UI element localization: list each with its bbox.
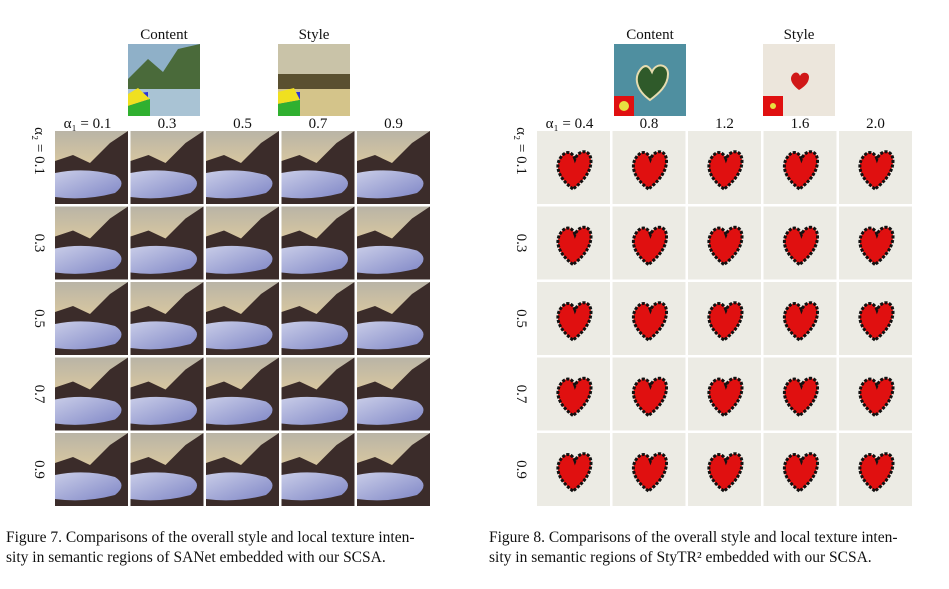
column-label: 0.8 bbox=[640, 116, 659, 132]
caption-line: Figure 7. Comparisons of the overall sty… bbox=[6, 529, 415, 546]
result-image bbox=[762, 129, 838, 206]
column-label: 0.3 bbox=[158, 116, 177, 132]
result-image bbox=[281, 282, 355, 355]
result-image bbox=[686, 129, 763, 206]
result-image bbox=[55, 433, 128, 506]
row-label: 0.3 bbox=[513, 234, 529, 253]
result-image bbox=[281, 131, 355, 204]
result-image bbox=[55, 206, 128, 280]
content-label: Content bbox=[140, 27, 188, 43]
result-image bbox=[535, 356, 612, 432]
result-image bbox=[535, 205, 612, 281]
column-label: 0.7 bbox=[309, 116, 328, 132]
result-image bbox=[837, 129, 914, 206]
result-image bbox=[762, 280, 838, 357]
result-image bbox=[837, 280, 914, 357]
result-image bbox=[762, 356, 838, 432]
style-label: Style bbox=[784, 27, 815, 43]
result-image bbox=[686, 205, 763, 281]
row-label: 0.3 bbox=[31, 234, 47, 253]
content-image bbox=[128, 44, 200, 116]
result-image bbox=[130, 357, 204, 431]
column-label: 1.2 bbox=[715, 116, 734, 132]
result-image bbox=[357, 282, 430, 355]
result-image bbox=[206, 357, 279, 431]
column-label: 1.6 bbox=[791, 116, 810, 132]
result-image bbox=[206, 282, 279, 355]
row-label: 0.7 bbox=[31, 385, 47, 404]
result-image bbox=[762, 431, 838, 508]
result-image bbox=[281, 206, 355, 280]
caption-line: sity in semantic regions of SANet embedd… bbox=[6, 549, 386, 566]
result-image bbox=[535, 431, 612, 508]
style-label: Style bbox=[299, 27, 330, 43]
result-image bbox=[281, 357, 355, 431]
result-image bbox=[535, 280, 612, 357]
result-image bbox=[357, 433, 430, 506]
content-label: Content bbox=[626, 27, 674, 43]
row-label: α₂ = 0.1 bbox=[513, 127, 529, 175]
result-image bbox=[357, 357, 430, 431]
result-image bbox=[55, 131, 128, 204]
style-image bbox=[763, 44, 835, 116]
result-image bbox=[55, 357, 128, 431]
result-image bbox=[837, 356, 914, 432]
result-image bbox=[535, 129, 612, 206]
caption-line: Figure 8. Comparisons of the overall sty… bbox=[489, 529, 898, 546]
row-label: 0.9 bbox=[31, 460, 47, 479]
result-image bbox=[611, 280, 687, 357]
content-image bbox=[613, 43, 687, 117]
result-image bbox=[357, 206, 430, 280]
result-image bbox=[686, 280, 763, 357]
result-image bbox=[130, 206, 204, 280]
result-image bbox=[611, 431, 687, 508]
result-image bbox=[611, 356, 687, 432]
result-image bbox=[762, 205, 838, 281]
row-label: 0.5 bbox=[513, 309, 529, 328]
result-image bbox=[206, 131, 279, 204]
caption-line: sity in semantic regions of StyTR² embed… bbox=[489, 549, 872, 566]
result-image bbox=[130, 282, 204, 355]
result-image bbox=[206, 433, 279, 506]
column-label: 2.0 bbox=[866, 116, 885, 132]
result-image bbox=[611, 129, 687, 206]
column-label: α₁ = 0.4 bbox=[546, 116, 594, 132]
result-image bbox=[686, 431, 763, 508]
column-label: 0.9 bbox=[384, 116, 403, 132]
style-image bbox=[278, 44, 350, 116]
result-image bbox=[837, 431, 914, 508]
row-label: α₂ = 0.1 bbox=[31, 127, 47, 175]
result-image bbox=[837, 205, 914, 281]
column-label: α₁ = 0.1 bbox=[64, 116, 112, 132]
result-image bbox=[686, 356, 763, 432]
row-label: 0.5 bbox=[31, 309, 47, 328]
result-image bbox=[130, 131, 204, 204]
column-label: 0.5 bbox=[233, 116, 252, 132]
result-image bbox=[357, 131, 430, 204]
result-image bbox=[281, 433, 355, 506]
result-image bbox=[130, 433, 204, 506]
result-image bbox=[611, 205, 687, 281]
row-label: 0.9 bbox=[513, 460, 529, 479]
result-image bbox=[206, 206, 279, 280]
result-image bbox=[55, 282, 128, 355]
row-label: 0.7 bbox=[513, 385, 529, 404]
